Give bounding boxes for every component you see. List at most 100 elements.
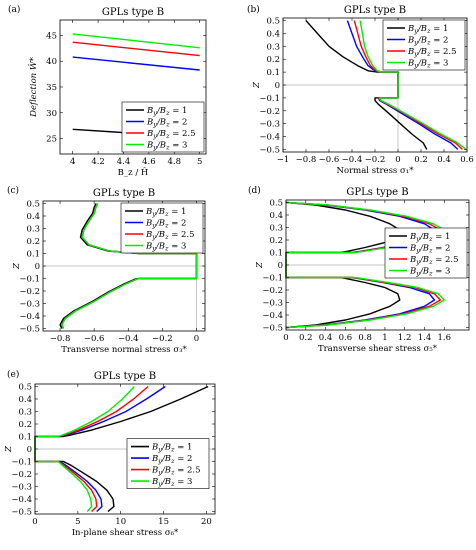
legend: By/Bz = 1By/Bz = 2By/Bz = 2.5By/Bz = 3 — [382, 19, 466, 71]
x-tick-label: 1.4 — [418, 333, 432, 343]
legend-entry: By/Bz = 1 — [151, 443, 192, 454]
x-tick-label: −0.6 — [84, 334, 105, 344]
y-axis-label: Z — [4, 445, 14, 453]
legend-entry: By/Bz = 3 — [409, 267, 450, 278]
y-tick-label: −0.4 — [19, 312, 40, 322]
x-tick-label: 0 — [395, 155, 400, 165]
y-axis-label: Z — [252, 81, 262, 89]
legend-entry: By/Bz = 2.5 — [407, 47, 457, 58]
y-tick-label: 0 — [35, 262, 40, 272]
y-tick-label: −0.3 — [262, 299, 283, 309]
x-tick-label: 4 — [70, 157, 75, 167]
legend-entry: By/Bz = 2 — [146, 118, 187, 129]
panel-a: (a) GPLs type B 4 4.2 4.4 4.6 4.8 5 25 30 35 40 45 B_… — [8, 4, 207, 178]
y-tick-label: −0.5 — [259, 145, 280, 155]
legend: By/Bz = 1By/Bz = 2By/Bz = 2.5By/Bz = 3 — [384, 227, 468, 279]
y-tick-label: −0.2 — [262, 286, 283, 296]
y-tick-label: 0.1 — [269, 249, 283, 259]
legend-entry: By/Bz = 1 — [409, 232, 450, 243]
legend-entry: By/Bz = 2.5 — [409, 255, 459, 266]
chart-title: GPLs type B — [102, 7, 164, 18]
x-tick-label: 0 — [194, 334, 199, 344]
x-tick-label: 5 — [197, 157, 202, 167]
legend-entry: By/Bz = 3 — [145, 242, 186, 253]
y-tick-label: 30 — [46, 109, 57, 119]
y-tick-label: 0.4 — [266, 29, 280, 39]
y-tick-label: −0.5 — [19, 325, 40, 335]
chart-title: GPLs type B — [344, 5, 406, 16]
y-tick-label: −0.2 — [259, 107, 280, 117]
y-tick-label: −0.4 — [259, 133, 280, 143]
legend-entry: By/Bz = 2.5 — [146, 129, 196, 140]
series-line-4 — [72, 33, 200, 49]
y-tick-label: −0.3 — [259, 120, 280, 130]
chart-title: GPLs type B — [346, 187, 408, 198]
x-tick-label: −0.4 — [118, 334, 139, 344]
x-tick-label: 10 — [115, 517, 126, 527]
y-tick-label: 0.2 — [18, 420, 32, 430]
y-tick-label: −0.4 — [11, 495, 32, 505]
x-tick-label: −0.6 — [319, 155, 340, 165]
x-tick-label: 0.4 — [437, 155, 451, 165]
y-tick-label: −0.5 — [11, 508, 32, 518]
y-tick-label: 0 — [278, 261, 283, 271]
panel-label: (e) — [7, 369, 19, 380]
legend-entry: By/Bz = 2 — [407, 36, 448, 47]
y-tick-label: 25 — [46, 135, 57, 145]
x-tick-label: 0 — [283, 333, 288, 343]
y-tick-label: 0 — [275, 81, 280, 91]
y-tick-label: −0.3 — [19, 300, 40, 310]
series-line-4 — [359, 20, 467, 150]
panel-b: (b) GPLs type B−1 −0.8 −0.6 −0.4 −0.2 0 0.2 0.4 0… — [247, 4, 474, 176]
x-tick-label: 0.8 — [358, 333, 372, 343]
y-tick-label: −0.2 — [19, 287, 40, 297]
series-line-4 — [61, 203, 198, 329]
y-tick-label: 40 — [46, 57, 57, 67]
y-tick-label: 0 — [27, 445, 32, 455]
panel-label: (c) — [7, 185, 19, 196]
legend-entry: By/Bz = 1 — [146, 106, 187, 117]
y-tick-label: 0.3 — [26, 225, 40, 235]
x-tick-label: 4.6 — [142, 157, 156, 167]
panel-label: (b) — [247, 4, 260, 15]
y-axis-label: Z — [12, 262, 22, 270]
x-tick-label: −0.8 — [50, 334, 71, 344]
chart-title: GPLs type B — [94, 371, 156, 382]
y-tick-label: 0.3 — [18, 408, 32, 418]
panel-label: (d) — [248, 185, 261, 196]
x-tick-label: −0.2 — [152, 334, 173, 344]
chart-title: GPLs type B — [93, 188, 155, 199]
x-tick-label: 1 — [382, 333, 387, 343]
x-tick-label: −0.4 — [342, 155, 363, 165]
y-tick-label: −0.3 — [11, 483, 32, 493]
y-tick-label: 0.2 — [269, 236, 283, 246]
y-tick-label: −0.1 — [259, 94, 280, 104]
y-tick-label: 0.1 — [266, 68, 280, 78]
legend-entry: By/Bz = 2.5 — [151, 466, 201, 477]
x-tick-label: 0.2 — [414, 155, 428, 165]
legend-entry: By/Bz = 2 — [145, 219, 186, 230]
panel-c: (c) GPLs type B −0.8 −0.6 −0.4 −0.2 0 −0.5 −0.4 −… — [7, 185, 206, 355]
y-tick-label: −0.5 — [262, 324, 283, 334]
legend: By/Bz = 1By/Bz = 2By/Bz = 2.5By/Bz = 3 — [121, 101, 205, 153]
x-tick-label: −1 — [277, 155, 290, 165]
x-tick-label: 1.2 — [398, 333, 412, 343]
y-tick-label: 0.3 — [269, 224, 283, 234]
legend-entry: By/Bz = 2 — [409, 244, 450, 255]
panel-e: (e) GPLs type B 0 5 10 15 20 −0.5 −0.4 −0.3 −0.2 −0… — [4, 369, 216, 538]
series-line-2 — [72, 56, 200, 71]
legend-entry: By/Bz = 2.5 — [145, 230, 195, 241]
x-tick-label: 15 — [158, 517, 169, 527]
y-tick-label: 0.1 — [18, 433, 32, 443]
legend-entry: By/Bz = 3 — [146, 141, 187, 152]
x-tick-label: 5 — [75, 517, 80, 527]
y-tick-label: −0.1 — [19, 275, 40, 285]
y-tick-label: 0.4 — [26, 212, 40, 222]
x-tick-label: 4.2 — [91, 157, 105, 167]
x-tick-label: 1.6 — [438, 333, 452, 343]
y-tick-label: 0.5 — [18, 383, 32, 393]
x-tick-label: 0.4 — [319, 333, 333, 343]
x-axis-label: Transverse shear stress σ₅* — [318, 344, 438, 354]
y-tick-label: 0.2 — [26, 237, 40, 247]
legend-entry: By/Bz = 1 — [407, 24, 448, 35]
